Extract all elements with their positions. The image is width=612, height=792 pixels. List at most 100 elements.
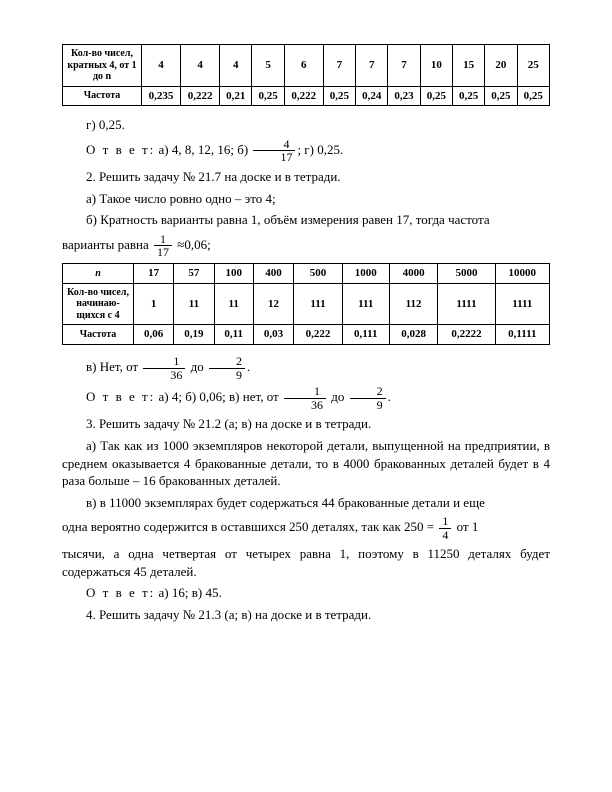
t2-cell: 1000 (342, 263, 389, 283)
t1-cell: 0,25 (420, 86, 452, 106)
p3-intro: 3. Решить задачу № 21.2 (а; в) на доске … (62, 415, 550, 433)
t2-cell: 11 (214, 283, 253, 325)
t2-r3-header: Частота (63, 325, 134, 345)
t1-cell: 0,25 (252, 86, 284, 106)
answer-label: О т в е т: (86, 389, 155, 404)
p2-b-tail2: ≈0,06; (174, 237, 211, 252)
t1-cell: 0,25 (485, 86, 517, 106)
t2-cell: 57 (174, 263, 214, 283)
ans1-tail: ; г) 0,25. (297, 142, 343, 157)
t2-cell: 100 (214, 263, 253, 283)
t2-cell: 0,03 (253, 325, 293, 345)
p2-b-head: б) Кратность варианты равна 1, объём изм… (62, 211, 550, 229)
table-row: Кол-во чисел, начинаю-щихся с 4 1 11 11 … (63, 283, 550, 325)
t2-r1-header: n (63, 263, 134, 283)
t1-cell: 5 (252, 45, 284, 87)
t1-cell: 7 (356, 45, 388, 87)
line-g: г) 0,25. (62, 116, 550, 134)
t2-cell: 112 (389, 283, 438, 325)
t1-cell: 4 (181, 45, 220, 87)
line-v: в) Нет, от 136 до 29. (62, 355, 550, 381)
t2-cell: 5000 (438, 263, 495, 283)
t1-cell: 7 (323, 45, 355, 87)
t2-cell: 12 (253, 283, 293, 325)
table-multiples-of-4: Кол-во чисел, кратных 4, от 1 до n 4 4 4… (62, 44, 550, 106)
t1-cell: 0,24 (356, 86, 388, 106)
frac-1-4: 14 (437, 515, 453, 541)
ans3: а) 16; в) 45. (155, 585, 221, 600)
t2-cell: 0,222 (294, 325, 343, 345)
t1-cell: 6 (284, 45, 323, 87)
t1-cell: 0,235 (142, 86, 181, 106)
answer-2: О т в е т: а) 4; б) 0,06; в) нет, от 136… (62, 385, 550, 411)
t2-cell: 111 (294, 283, 343, 325)
v-mid2: до (328, 389, 348, 404)
table-row: n 17 57 100 400 500 1000 4000 5000 10000 (63, 263, 550, 283)
t1-cell: 0,21 (220, 86, 252, 106)
frac-2-9: 29 (207, 355, 247, 381)
t2-cell: 11 (174, 283, 214, 325)
p2-a: а) Такое число ровно одно – это 4; (62, 190, 550, 208)
table-starts-with-4: n 17 57 100 400 500 1000 4000 5000 10000… (62, 263, 550, 345)
t2-cell: 4000 (389, 263, 438, 283)
t1-cell: 20 (485, 45, 517, 87)
table-row: Кол-во чисел, кратных 4, от 1 до n 4 4 4… (63, 45, 550, 87)
frac-2-9b: 29 (348, 385, 388, 411)
t1-cell: 7 (388, 45, 420, 87)
frac-1-36: 136 (141, 355, 187, 381)
p3-v2b: от 1 (453, 519, 478, 534)
p3-a: а) Так как из 1000 экземпляров некоторой… (62, 437, 550, 490)
answer-1: О т в е т: а) 4, 8, 12, 16; б) 417; г) 0… (62, 138, 550, 164)
p2-b-tail1: варианты равна (62, 237, 152, 252)
t1-cell: 4 (220, 45, 252, 87)
v-mid: до (187, 359, 207, 374)
t2-cell: 0,06 (134, 325, 174, 345)
ans2: а) 4; б) 0,06; в) нет, от (155, 389, 282, 404)
t2-cell: 400 (253, 263, 293, 283)
page: Кол-во чисел, кратных 4, от 1 до n 4 4 4… (0, 0, 612, 792)
t2-cell: 0,028 (389, 325, 438, 345)
t1-cell: 0,222 (181, 86, 220, 106)
p3-v1: в) в 11000 экземплярах будет содержаться… (62, 494, 550, 512)
t2-r2-header: Кол-во чисел, начинаю-щихся с 4 (63, 283, 134, 325)
frac-4-17: 417 (251, 138, 297, 164)
t2-cell: 0,1111 (495, 325, 549, 345)
t1-cell: 15 (452, 45, 484, 87)
t2-cell: 0,19 (174, 325, 214, 345)
t2-cell: 1111 (495, 283, 549, 325)
v-post: . (247, 359, 250, 374)
frac-1-36b: 136 (282, 385, 328, 411)
p3-v2: одна вероятно содержится в оставшихся 25… (62, 515, 550, 541)
table-row: Частота 0,235 0,222 0,21 0,25 0,222 0,25… (63, 86, 550, 106)
t1-cell: 0,23 (388, 86, 420, 106)
ans1-a: а) 4, 8, 12, 16; б) (155, 142, 251, 157)
t2-cell: 111 (342, 283, 389, 325)
t2-cell: 0,2222 (438, 325, 495, 345)
answer-label: О т в е т: (86, 142, 155, 157)
v-post2: . (388, 389, 391, 404)
v-pre: в) Нет, от (86, 359, 141, 374)
t1-cell: 25 (517, 45, 549, 87)
t2-cell: 1 (134, 283, 174, 325)
t1-cell: 0,25 (323, 86, 355, 106)
p2-intro: 2. Решить задачу № 21.7 на доске и в тет… (62, 168, 550, 186)
t2-cell: 0,11 (214, 325, 253, 345)
t1-cell: 0,25 (517, 86, 549, 106)
t2-cell: 17 (134, 263, 174, 283)
t1-cell: 0,222 (284, 86, 323, 106)
t1-cell: 4 (142, 45, 181, 87)
frac-1-17: 117 (152, 233, 174, 259)
answer-3: О т в е т: а) 16; в) 45. (62, 584, 550, 602)
p2-b-tail: варианты равна 117 ≈0,06; (62, 233, 550, 259)
t2-cell: 1111 (438, 283, 495, 325)
t1-r2-header: Частота (63, 86, 142, 106)
t1-r1-header: Кол-во чисел, кратных 4, от 1 до n (63, 45, 142, 87)
table-row: Частота 0,06 0,19 0,11 0,03 0,222 0,111 … (63, 325, 550, 345)
t1-cell: 10 (420, 45, 452, 87)
t2-cell: 0,111 (342, 325, 389, 345)
t2-cell: 10000 (495, 263, 549, 283)
p4: 4. Решить задачу № 21.3 (а; в) на доске … (62, 606, 550, 624)
p3-v3: тысячи, а одна четвертая от четырех равн… (62, 545, 550, 580)
answer-label: О т в е т: (86, 585, 155, 600)
p3-v2a: одна вероятно содержится в оставшихся 25… (62, 519, 437, 534)
